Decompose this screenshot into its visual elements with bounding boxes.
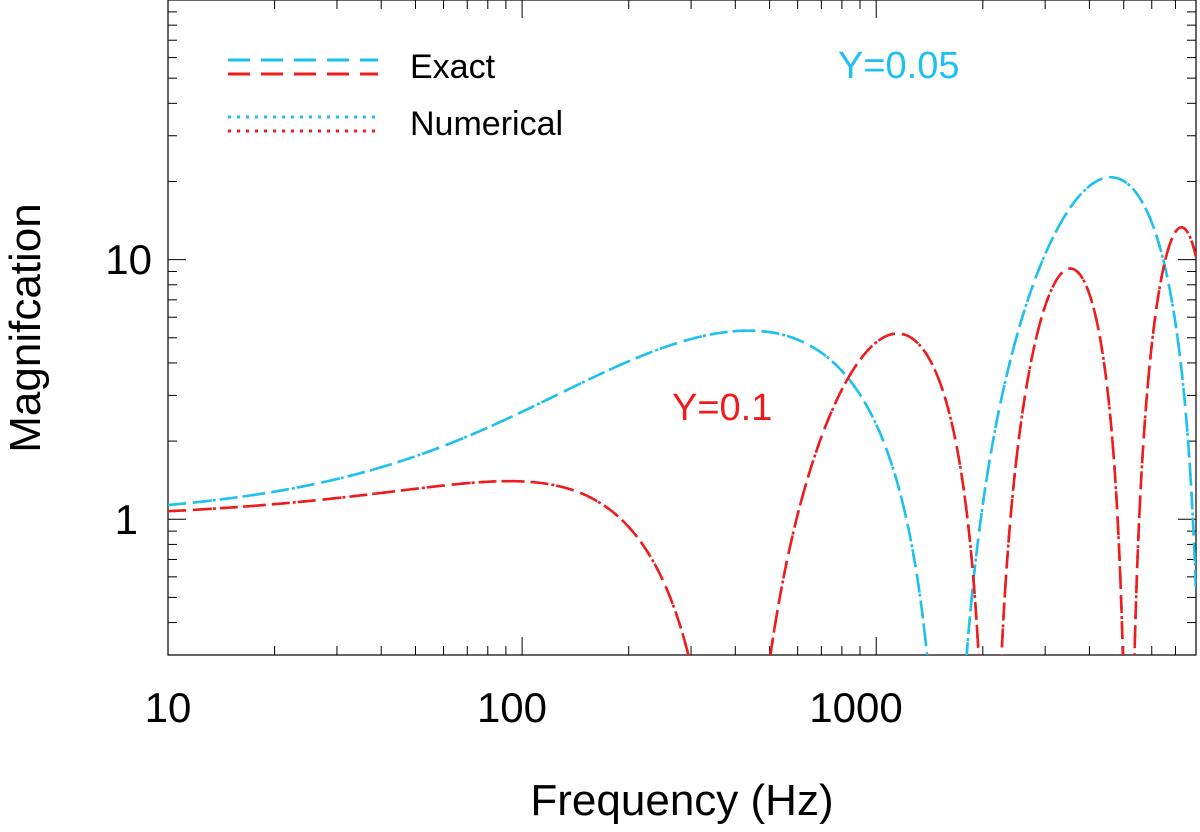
annotation-y01: Y=0.1 <box>672 387 772 429</box>
x-axis-title: Frequency (Hz) <box>530 776 833 825</box>
exact-line <box>168 175 1196 655</box>
series-y005 <box>168 175 1196 655</box>
x-tick-label-10: 10 <box>145 684 192 731</box>
y-tick-label-1: 1 <box>115 496 138 543</box>
annotation-y005: Y=0.05 <box>838 45 960 87</box>
y-axis-title: Magnifcation <box>1 203 50 452</box>
legend: Exact Numerical <box>228 48 563 143</box>
plot-frame <box>167 0 1197 656</box>
legend-numerical-label: Numerical <box>410 105 563 143</box>
legend-exact-label: Exact <box>410 48 496 86</box>
axis-ticks <box>167 0 1197 656</box>
x-tick-label-1000: 1000 <box>809 684 902 731</box>
y-tick-label-10: 10 <box>105 236 152 283</box>
series-layer <box>168 175 1196 655</box>
numerical-line <box>168 226 1196 655</box>
exact-line <box>168 226 1196 655</box>
series-y01 <box>168 226 1196 655</box>
x-tick-label-100: 100 <box>477 684 547 731</box>
